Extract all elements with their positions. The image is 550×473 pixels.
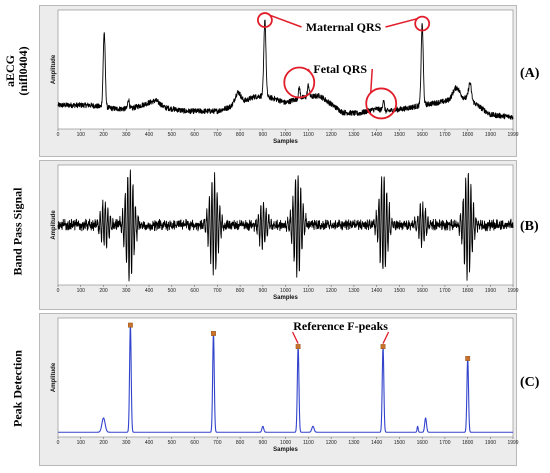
x-tick-label: 800: [236, 132, 245, 138]
x-axis-label: Samples: [273, 139, 298, 145]
x-tick-label: 1000: [280, 132, 291, 138]
x-tick-label: 700: [213, 440, 222, 446]
peak-marker: [295, 344, 301, 349]
x-tick-label: 1800: [462, 132, 473, 138]
x-tick-label: 1200: [326, 132, 337, 138]
chart-c: 0 100 200 300 400 500 600 700 800 900 1000 1100 1200…: [51, 317, 519, 453]
x-tick-label: 900: [259, 132, 268, 138]
x-tick-label: 1700: [439, 132, 450, 138]
annotation-pointer: [307, 68, 311, 73]
x-tick-label: 900: [259, 440, 268, 446]
x-tick-label: 700: [213, 132, 222, 138]
plot-area-a: [57, 9, 514, 130]
x-axis-label: Samples: [273, 447, 298, 453]
x-tick-label: 1500: [394, 288, 405, 294]
x-tick-label: 1999: [507, 288, 518, 294]
annotation-circle: [365, 87, 398, 120]
annotation-pointer: [369, 68, 373, 93]
x-tick-label: 200: [99, 288, 108, 294]
series-line-b: [57, 169, 514, 282]
x-tick-label: 600: [190, 440, 199, 446]
chart-a: 0 100 200 300 400 500 600 700 800 900 1000 1100 1200…: [51, 9, 519, 145]
x-tick-label: 400: [145, 288, 154, 294]
y-axis-label: Amplitude: [51, 54, 57, 84]
panel-a-letter: (A): [520, 66, 540, 81]
x-tick-label: 1400: [371, 288, 382, 294]
x-tick-label: 600: [190, 288, 199, 294]
peak-marker: [465, 356, 471, 361]
plot-area-c: [57, 317, 514, 438]
x-tick-label: 1300: [348, 132, 359, 138]
x-tick-label: 1500: [394, 440, 405, 446]
annotation-label: Maternal QRS: [306, 20, 382, 34]
x-tick-label: 400: [145, 132, 154, 138]
x-tick-label: 1200: [326, 440, 337, 446]
x-tick-label: 100: [77, 132, 86, 138]
x-tick-label: 0: [57, 440, 60, 446]
x-tick-label: 1400: [371, 132, 382, 138]
x-tick-label: 1999: [507, 440, 518, 446]
x-tick-label: 1900: [485, 440, 496, 446]
x-tick-label: 1900: [485, 288, 496, 294]
x-tick-label: 1400: [371, 440, 382, 446]
series-line-c: [57, 324, 514, 433]
x-tick-label: 500: [168, 288, 177, 294]
x-tick-label: 1999: [507, 132, 518, 138]
x-tick-label: 200: [99, 440, 108, 446]
x-tick-label: 1300: [348, 288, 359, 294]
annotation-pointer: [291, 331, 299, 344]
x-tick-label: 1700: [439, 440, 450, 446]
x-tick-label: 500: [168, 440, 177, 446]
annotation-pointer: [385, 17, 418, 28]
x-tick-label: 800: [236, 288, 245, 294]
x-tick-label: 1600: [417, 132, 428, 138]
annotation-label: Fetal QRS: [313, 62, 367, 76]
x-tick-label: 1100: [303, 288, 314, 294]
x-tick-label: 300: [122, 288, 131, 294]
x-tick-label: 800: [236, 440, 245, 446]
x-tick-label: 100: [77, 440, 86, 446]
x-tick-label: 1300: [348, 440, 359, 446]
x-tick-label: 300: [122, 440, 131, 446]
annotation-circle: [283, 66, 316, 99]
annotation-pointer: [382, 331, 390, 344]
x-tick-label: 1000: [280, 288, 291, 294]
x-tick-label: 1600: [417, 440, 428, 446]
x-tick-label: 1800: [462, 440, 473, 446]
x-tick-label: 700: [213, 288, 222, 294]
x-tick-label: 900: [259, 288, 268, 294]
x-axis-label: Samples: [273, 295, 298, 301]
x-tick-label: 1900: [485, 132, 496, 138]
panel-b-letter: (B): [520, 219, 539, 234]
annotation-pointer: [269, 14, 302, 28]
x-tick-label: 1000: [280, 440, 291, 446]
annotation-circle: [257, 12, 273, 28]
peak-marker: [380, 344, 386, 349]
peak-marker: [127, 322, 133, 328]
x-tick-label: 300: [122, 132, 131, 138]
x-tick-label: 1600: [417, 288, 428, 294]
series-line-a: [57, 19, 514, 120]
x-tick-label: 600: [190, 132, 199, 138]
x-tick-label: 1100: [303, 132, 314, 138]
x-tick-label: 500: [168, 132, 177, 138]
x-tick-label: 0: [57, 288, 60, 294]
y-axis-label: Amplitude: [51, 210, 57, 240]
panel-c-letter: (C): [520, 375, 540, 390]
annotation-circle: [414, 15, 431, 32]
annotation-label: Reference F-peaks: [293, 319, 388, 333]
x-tick-label: 1200: [326, 288, 337, 294]
peak-marker: [211, 331, 216, 336]
x-tick-label: 400: [145, 440, 154, 446]
x-tick-label: 100: [77, 288, 86, 294]
x-tick-label: 1700: [439, 288, 450, 294]
x-tick-label: 1100: [303, 440, 314, 446]
x-tick-label: 1500: [394, 132, 405, 138]
x-tick-label: 0: [57, 132, 60, 138]
x-tick-label: 1800: [462, 288, 473, 294]
x-tick-label: 200: [99, 132, 108, 138]
y-axis-label: Amplitude: [51, 362, 57, 392]
chart-b: 0 100 200 300 400 500 600 700 800 900 1000 1100 1200…: [51, 164, 519, 301]
